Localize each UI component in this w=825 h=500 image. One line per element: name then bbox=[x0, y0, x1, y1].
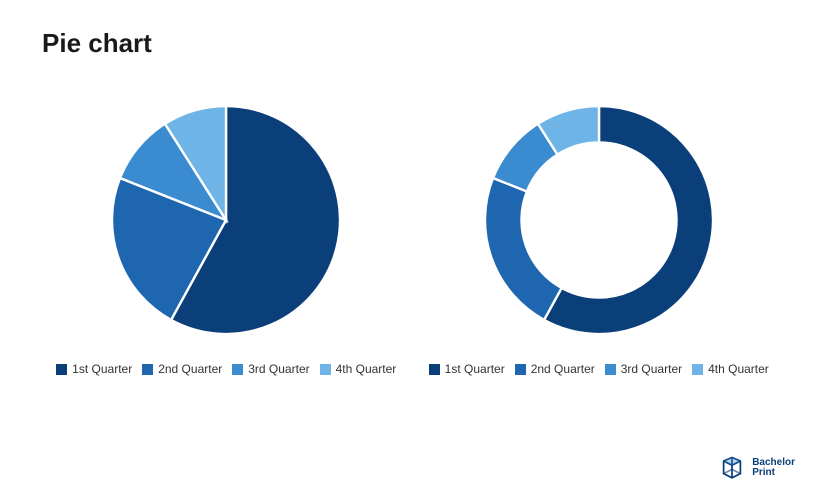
legend-item-q1: 1st Quarter bbox=[429, 362, 505, 376]
legend-label-q4: 4th Quarter bbox=[336, 362, 397, 376]
donut-chart-column: 1st Quarter 2nd Quarter 3rd Quarter 4th … bbox=[419, 100, 779, 376]
legend-swatch-q3 bbox=[232, 364, 243, 375]
legend-swatch-q4 bbox=[320, 364, 331, 375]
legend-label-q4: 4th Quarter bbox=[708, 362, 769, 376]
pie-legend: 1st Quarter 2nd Quarter 3rd Quarter 4th … bbox=[56, 362, 396, 376]
legend-swatch-q1 bbox=[429, 364, 440, 375]
legend-swatch-q1 bbox=[56, 364, 67, 375]
pie-chart bbox=[106, 100, 346, 340]
page-title: Pie chart bbox=[42, 28, 152, 59]
charts-row: 1st Quarter 2nd Quarter 3rd Quarter 4th … bbox=[0, 100, 825, 376]
brand-icon bbox=[718, 454, 746, 482]
legend-label-q1: 1st Quarter bbox=[72, 362, 132, 376]
legend-label-q2: 2nd Quarter bbox=[158, 362, 222, 376]
legend-item-q2: 2nd Quarter bbox=[142, 362, 222, 376]
legend-item-q4: 4th Quarter bbox=[692, 362, 769, 376]
legend-swatch-q2 bbox=[515, 364, 526, 375]
pie-chart-column: 1st Quarter 2nd Quarter 3rd Quarter 4th … bbox=[46, 100, 406, 376]
legend-label-q3: 3rd Quarter bbox=[621, 362, 682, 376]
brand-text: Bachelor Print bbox=[752, 458, 795, 479]
legend-item-q3: 3rd Quarter bbox=[605, 362, 682, 376]
legend-item-q2: 2nd Quarter bbox=[515, 362, 595, 376]
legend-item-q3: 3rd Quarter bbox=[232, 362, 309, 376]
legend-swatch-q4 bbox=[692, 364, 703, 375]
brand-line2: Print bbox=[752, 468, 795, 479]
legend-label-q3: 3rd Quarter bbox=[248, 362, 309, 376]
legend-item-q1: 1st Quarter bbox=[56, 362, 132, 376]
brand-logo: Bachelor Print bbox=[718, 454, 795, 482]
legend-label-q2: 2nd Quarter bbox=[531, 362, 595, 376]
donut-chart bbox=[479, 100, 719, 340]
legend-item-q4: 4th Quarter bbox=[320, 362, 397, 376]
legend-swatch-q3 bbox=[605, 364, 616, 375]
legend-swatch-q2 bbox=[142, 364, 153, 375]
segment-2nd-quarter bbox=[485, 178, 562, 320]
donut-legend: 1st Quarter 2nd Quarter 3rd Quarter 4th … bbox=[429, 362, 769, 376]
legend-label-q1: 1st Quarter bbox=[445, 362, 505, 376]
